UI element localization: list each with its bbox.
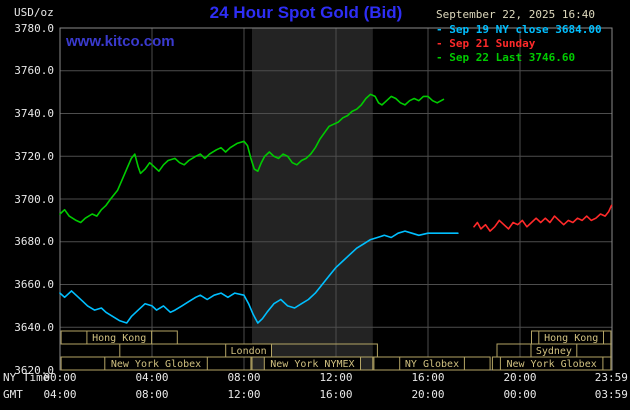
y-tick-label: 3700.0 [14,192,54,206]
x-tick-gmt-label: 03:59 [594,388,628,401]
legend-item-sep19-close: - Sep 19 NY close 3684.00 [436,23,602,36]
y-tick-label: 3780.0 [14,21,54,35]
kitco-website-link[interactable]: www.kitco.com [66,33,175,50]
y-tick-label: 3640.0 [14,320,54,334]
x-tick-gmt-label: 20:00 [411,388,445,401]
series-sep22 [59,93,445,224]
x-tick-gmt-label: 04:00 [43,388,77,401]
session-sydney-label: Sydney [536,346,572,357]
x-tick-gmt-label: 16:00 [319,388,353,401]
x-tick-gmt-label: 12:00 [227,388,261,401]
x-tick-ny-label: 04:00 [135,371,169,384]
session-new-york-globex-early-label: New York Globex [111,359,201,370]
y-tick-label: 3740.0 [14,107,54,120]
x-tick-gmt-label: 08:00 [135,388,169,401]
legend-item-sep21-sunday: - Sep 21 Sunday [436,37,536,50]
session-hong-kong-late-label: Hong Kong [544,333,598,344]
session-hong-kong-early-label-box [86,330,153,345]
y-tick-label: 3720.0 [14,149,54,163]
chart-datetime: September 22, 2025 16:40 [436,8,595,21]
x-tick-ny-label: 00:00 [43,371,77,384]
session-hong-kong-early-label: Hong Kong [92,333,146,344]
session-new-york-globex-early-label-box [104,356,208,371]
chart-title: 24 Hour Spot Gold (Bid) [209,3,403,22]
session-ny-globex-label: NY Globex [405,359,459,370]
session-new-york-globex-late-label: New York Globex [506,359,596,370]
y-tick-label: 3620.0 [14,363,54,377]
x-tick-ny-label: 20:00 [503,371,537,384]
session-ny-globex-label-box [399,356,465,371]
x-tick-ny-label: 23:59 [594,371,628,384]
y-axis-units-label: USD/oz [14,6,54,19]
gmt-axis-label: GMT [3,388,23,401]
legend: - Sep 19 NY close 3684.00 - Sep 21 Sunda… [436,23,602,65]
y-tick-label: 3660.0 [14,278,54,291]
legend-item-sep22-last: - Sep 22 Last 3746.60 [436,51,576,64]
y-tick-label: 3760.0 [14,64,54,78]
session-new-york-globex-late-label-box [499,356,604,371]
x-tick-gmt-label: 00:00 [503,388,537,401]
series-sep21 [473,204,613,232]
session-new-york-nymex-label-box [263,356,361,371]
series-sep19 [59,230,459,324]
ny-time-axis-label: NY Time [3,371,50,384]
x-tick-ny-label: 16:00 [411,371,445,384]
session-new-york-nymex-label: New York NYMEX [270,359,354,370]
y-tick-label: 3680.0 [14,235,54,249]
x-tick-ny-label: 12:00 [319,371,353,384]
x-tick-ny-label: 08:00 [227,371,261,384]
session-london-label: London [231,346,267,357]
